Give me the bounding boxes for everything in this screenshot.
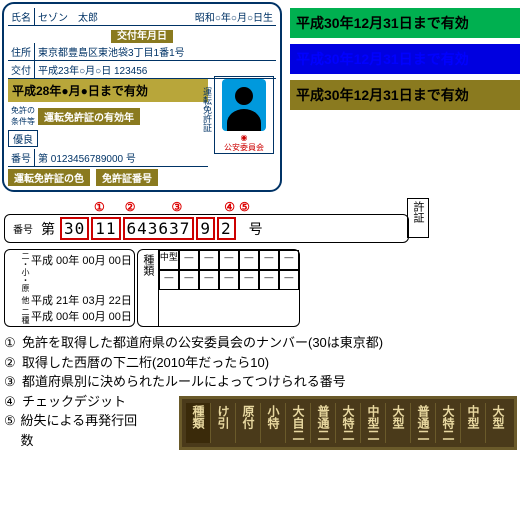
num-part-1: 30 bbox=[60, 217, 89, 240]
dates-block: 二・小・原平成 00年 00月 00日 他平成 21年 03月 22日 二種平成… bbox=[4, 249, 521, 327]
note-num: ④ bbox=[4, 392, 22, 412]
num-part-4: 9 bbox=[196, 217, 215, 240]
note-num: ② bbox=[4, 353, 22, 373]
note-num: ① bbox=[4, 333, 22, 353]
birth-value: 昭和○年○月○日生 bbox=[156, 8, 277, 25]
date-val-2: 平成 21年 03月 22日 bbox=[31, 292, 132, 308]
dai-label: 第 bbox=[37, 219, 59, 239]
cell: — bbox=[259, 250, 279, 270]
gou-label: 号 bbox=[245, 219, 267, 239]
shurui-box: 種類 中型 —————— ——————— bbox=[137, 249, 300, 327]
circ-1: ① bbox=[94, 200, 105, 214]
cell: — bbox=[179, 270, 199, 290]
cell: — bbox=[239, 250, 259, 270]
cond-label: 免許の 条件等 bbox=[8, 104, 38, 128]
name-value: セゾン 太郎 bbox=[35, 8, 156, 25]
note-3: 都道府県別に決められたルールによってつけられる番号 bbox=[22, 372, 346, 392]
addr-label: 住所 bbox=[8, 43, 35, 60]
date-val-3: 平成 00年 00月 00日 bbox=[31, 308, 132, 324]
color-bars: 平成30年12月31日まで有効 平成30年12月31日まで有効 平成30年12月… bbox=[290, 8, 520, 116]
license-card: 氏名 セゾン 太郎 昭和○年○月○日生 交付年月日 住所 東京都豊島区東池袋3丁… bbox=[2, 2, 282, 192]
cell: — bbox=[199, 250, 219, 270]
color-tag: 運転免許証の色 bbox=[8, 169, 90, 186]
circ-3: ③ bbox=[172, 200, 183, 214]
photo-box: 運転免許証 ◉公安委員会 bbox=[214, 76, 274, 154]
note-2: 取得した西暦の下二桁(2010年だったら10) bbox=[22, 353, 269, 373]
notes-list: ①免許を取得した都道府県の公安委員会のナンバー(30は東京都) ②取得した西暦の… bbox=[4, 333, 521, 454]
kofu-label: 交付 bbox=[8, 61, 35, 78]
bar-gold: 平成30年12月31日まで有効 bbox=[290, 80, 520, 110]
bar-blue: 平成30年12月31日まで有効 bbox=[290, 44, 520, 74]
photo-label: 運転免許証 bbox=[201, 87, 214, 132]
num-value: 第 0123456789000 号 bbox=[35, 149, 208, 166]
circ-2: ② bbox=[125, 200, 136, 214]
note-1: 免許を取得した都道府県の公安委員会のナンバー(30は東京都) bbox=[22, 333, 383, 353]
cell: — bbox=[159, 270, 179, 290]
name-label: 氏名 bbox=[8, 8, 35, 25]
kyoka-label: 許証 bbox=[407, 198, 429, 238]
addr-value: 東京都豊島区東池袋3丁目1番1号 bbox=[35, 43, 276, 60]
cell: — bbox=[279, 250, 299, 270]
yuuryou-badge: 優良 bbox=[8, 130, 38, 147]
cell: — bbox=[279, 270, 299, 290]
shurui-label: 種類 bbox=[138, 250, 159, 326]
cell: — bbox=[219, 270, 239, 290]
cell: — bbox=[219, 250, 239, 270]
bar-green: 平成30年12月31日まで有効 bbox=[290, 8, 520, 38]
circ-5: ⑤ bbox=[239, 200, 250, 214]
num-part-2: 11 bbox=[91, 217, 120, 240]
num-label: 番号 bbox=[8, 149, 35, 166]
num-part-5: 2 bbox=[217, 217, 236, 240]
date-tag-1: 二・小・原 bbox=[7, 252, 31, 292]
cell-chugata: 中型 bbox=[159, 250, 179, 270]
circ-4: ④ bbox=[224, 200, 235, 214]
committee-stamp: ◉公安委員会 bbox=[224, 133, 264, 153]
valid-year-tag: 運転免許証の有効年 bbox=[38, 108, 140, 125]
bangou-label: 番号 bbox=[9, 221, 37, 236]
note-5: 紛失による再発行回数 bbox=[20, 411, 139, 450]
num-part-3: 643637 bbox=[123, 217, 195, 240]
type-photo: 種類け引原付小特大自二普通二大特二中型二大型普通二大特二中型大型 bbox=[179, 396, 517, 450]
note-4: チェックデジット bbox=[22, 392, 126, 412]
date-tag-2: 他 bbox=[7, 292, 31, 308]
issue-date-tag: 交付年月日 bbox=[111, 30, 173, 43]
photo-silhouette bbox=[222, 79, 266, 131]
note-num: ⑤ bbox=[4, 411, 20, 450]
cell: — bbox=[199, 270, 219, 290]
license-number-block: ① ② ③ ④ ⑤ 許証 番号 第 30 11 643637 9 2 号 bbox=[4, 200, 521, 243]
date-val-1: 平成 00年 00月 00日 bbox=[31, 252, 132, 292]
date-tag-3: 二種 bbox=[7, 308, 31, 324]
cell: — bbox=[179, 250, 199, 270]
expiry-bar: 平成28年●月●日まで有効 bbox=[8, 79, 208, 102]
cell: — bbox=[239, 270, 259, 290]
cell: — bbox=[259, 270, 279, 290]
note-num: ③ bbox=[4, 372, 22, 392]
num-tag: 免許証番号 bbox=[96, 169, 158, 186]
